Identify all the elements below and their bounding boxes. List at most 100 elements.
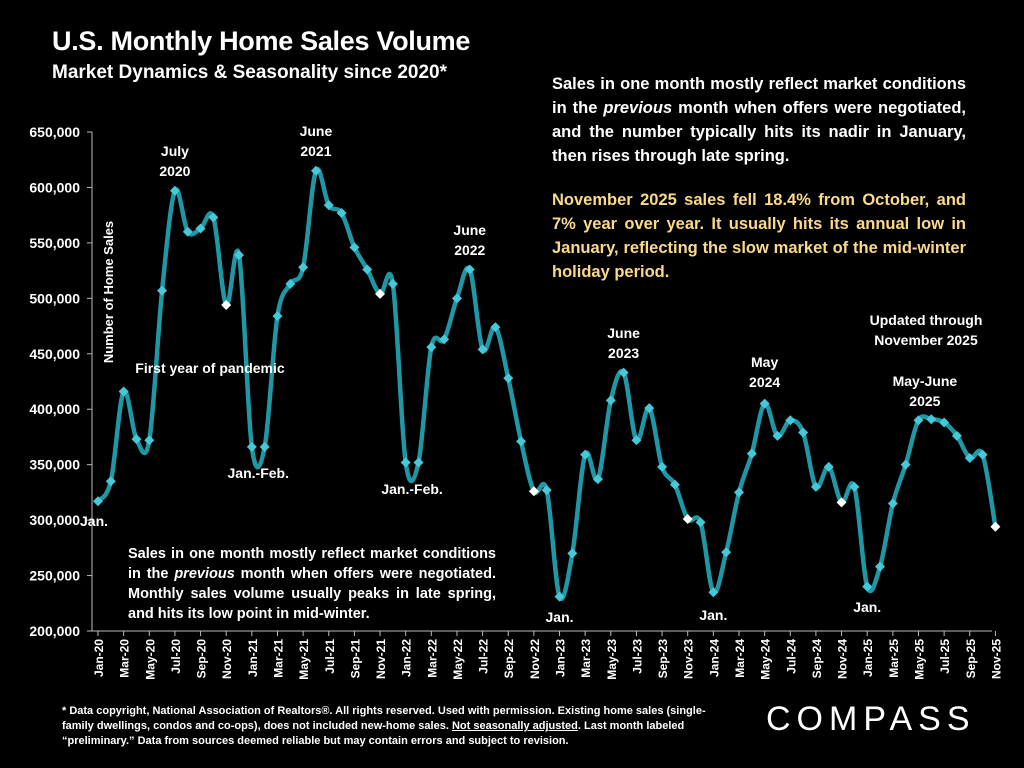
data-point xyxy=(349,242,360,253)
data-point xyxy=(221,299,232,310)
data-point xyxy=(144,435,155,446)
x-tick-label: Jul-23 xyxy=(630,639,644,674)
x-tick-label: Jul-25 xyxy=(938,639,952,674)
data-point xyxy=(131,434,142,445)
data-point xyxy=(285,278,296,289)
data-point xyxy=(528,486,539,497)
annotation-label: Jan. xyxy=(546,609,574,625)
data-point xyxy=(298,262,309,273)
annotation-label: Jan.-Feb. xyxy=(228,465,289,481)
data-point xyxy=(657,461,668,472)
note-peak-em: previous xyxy=(174,566,235,582)
annotation-label: First year of pandemic xyxy=(135,360,285,376)
x-tick-label: Nov-23 xyxy=(682,639,696,679)
data-point xyxy=(387,278,398,289)
x-tick-label: May-24 xyxy=(759,639,773,680)
x-tick-label: Mar-22 xyxy=(425,639,439,678)
data-point xyxy=(772,430,783,441)
data-point xyxy=(823,461,834,472)
y-tick-label: 250,000 xyxy=(29,568,80,584)
x-tick-label: Sep-24 xyxy=(810,639,824,679)
note-peak: Sales in one month mostly reflect market… xyxy=(128,544,496,624)
data-point xyxy=(272,311,283,322)
x-tick-label: May-23 xyxy=(605,639,619,680)
annotation-label: July 2020 xyxy=(159,143,190,179)
x-tick-label: May-22 xyxy=(451,639,465,680)
data-point xyxy=(413,457,424,468)
data-point xyxy=(580,449,591,460)
x-tick-label: Jan-22 xyxy=(400,639,414,677)
data-point xyxy=(234,250,245,261)
data-point xyxy=(195,223,206,234)
sales-series-line xyxy=(96,166,998,601)
x-tick-label: Jul-20 xyxy=(169,639,183,674)
data-point xyxy=(490,322,501,333)
page-subtitle: Market Dynamics & Seasonality since 2020… xyxy=(52,62,447,83)
note-seasonality-em: previous xyxy=(603,99,673,117)
data-point xyxy=(541,485,552,496)
x-tick-label: Sep-25 xyxy=(964,639,978,679)
data-point xyxy=(849,481,860,492)
annotation-label: Jan. xyxy=(699,607,727,623)
data-point xyxy=(169,185,180,196)
data-point xyxy=(118,386,129,397)
y-tick-label: 500,000 xyxy=(29,290,80,306)
data-point xyxy=(913,415,924,426)
data-point xyxy=(464,264,475,275)
annotation-label: June 2023 xyxy=(607,325,640,361)
annotation-label: Jan.-Feb. xyxy=(381,481,442,497)
y-tick-label: 300,000 xyxy=(29,512,80,528)
data-point xyxy=(157,285,168,296)
sales-line-chart: 200,000 250,000 300,000 350,000 400,000 450,0… xyxy=(29,123,1003,680)
note-november: November 2025 sales fell 18.4% from Octo… xyxy=(552,191,966,281)
x-tick-label: Nov-20 xyxy=(220,639,234,679)
data-point xyxy=(708,587,719,598)
data-point xyxy=(439,334,450,345)
data-point xyxy=(259,441,270,452)
note-seasonality-post: month when offers were negotiated, and t… xyxy=(552,99,966,165)
data-point xyxy=(977,449,988,460)
annotation-label: June 2022 xyxy=(453,222,486,258)
y-tick-label: 400,000 xyxy=(29,401,80,417)
data-point xyxy=(926,414,937,425)
updated-through-label: Updated through November 2025 xyxy=(869,312,983,348)
data-point xyxy=(964,453,975,464)
data-point xyxy=(939,417,950,428)
x-tick-label: Jan-23 xyxy=(554,639,568,677)
x-tick-label: Jan-21 xyxy=(246,639,260,677)
data-point xyxy=(618,367,629,378)
x-tick-label: Jan-25 xyxy=(861,639,875,677)
y-axis-label: Number of Home Sales xyxy=(101,221,116,363)
data-point xyxy=(810,481,821,492)
data-point xyxy=(951,430,962,441)
annotation-label: Jan. xyxy=(80,513,108,529)
data-point xyxy=(451,293,462,304)
compass-logo: COMPASS xyxy=(766,700,976,738)
data-point xyxy=(631,435,642,446)
data-point xyxy=(426,342,437,353)
footnote: * Data copyright, National Association o… xyxy=(62,704,734,749)
data-point xyxy=(310,165,321,176)
data-point xyxy=(105,476,116,487)
x-tick-label: Mar-24 xyxy=(733,639,747,678)
data-point xyxy=(836,497,847,508)
data-point xyxy=(246,441,257,452)
x-tick-label: Mar-25 xyxy=(887,639,901,678)
x-tick-label: Sep-21 xyxy=(348,639,362,679)
x-tick-label: Nov-22 xyxy=(528,639,542,679)
y-tick-label: 450,000 xyxy=(29,346,80,362)
data-point xyxy=(567,548,578,559)
footnote-underlined: Not seasonally adjusted xyxy=(451,720,578,732)
note-peak-pre: Sales in one month mostly reflect market… xyxy=(128,546,496,582)
y-tick-label: 650,000 xyxy=(29,124,80,140)
data-point xyxy=(990,521,1001,532)
annotation-label: June 2021 xyxy=(300,123,333,159)
annotation-label: May-June 2025 xyxy=(893,373,958,409)
data-point xyxy=(516,436,527,447)
x-tick-label: Jul-21 xyxy=(323,639,337,674)
x-tick-label: Jul-22 xyxy=(477,639,491,674)
page-title: U.S. Monthly Home Sales Volume xyxy=(52,26,471,56)
y-tick-label: 350,000 xyxy=(29,457,80,473)
x-tick-label: Mar-21 xyxy=(271,639,285,678)
data-point xyxy=(182,226,193,237)
